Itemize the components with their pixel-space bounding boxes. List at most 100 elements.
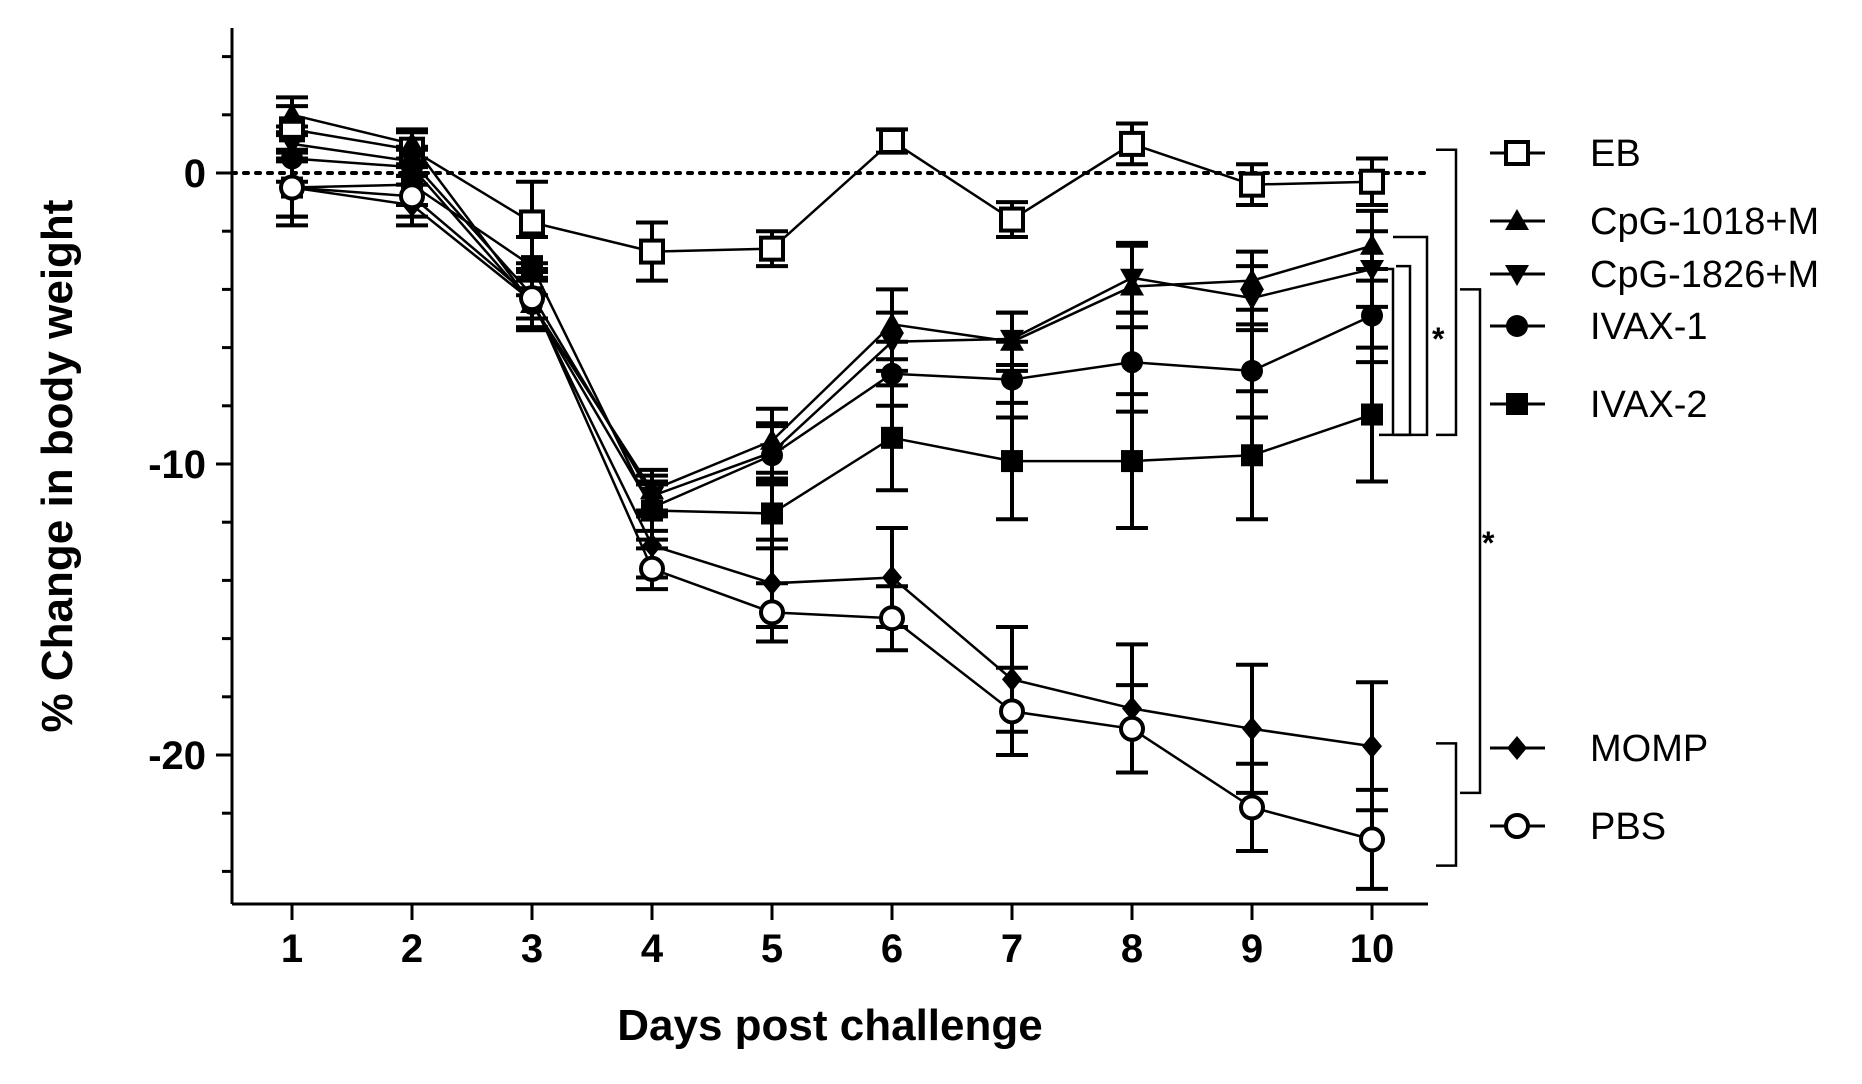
data-point (1362, 734, 1382, 759)
data-point (1121, 351, 1143, 374)
data-point (759, 235, 785, 262)
data-point (281, 147, 303, 170)
legend-marker (1504, 813, 1530, 839)
markers-ivax-2 (281, 173, 1383, 525)
markers-cpg-1018-m (280, 102, 1384, 500)
legend-marker (1505, 209, 1529, 230)
y-tick-label: 0 (184, 152, 206, 196)
data-point (761, 502, 783, 525)
x-tick-label: 10 (1350, 927, 1395, 971)
data-point (1240, 268, 1264, 290)
legend-label: PBS (1590, 806, 1666, 848)
markers-ivax-1 (281, 147, 1383, 519)
data-point (642, 533, 662, 558)
x-axis-title: Days post challenge (617, 1001, 1042, 1050)
data-point (881, 426, 903, 449)
data-point (639, 238, 665, 265)
data-point (1119, 130, 1145, 157)
data-point (761, 444, 783, 467)
data-point (1361, 304, 1383, 327)
data-point (1120, 268, 1144, 290)
series-eb (276, 104, 1388, 283)
data-point (1001, 450, 1023, 473)
bracket-ivax2-cpg1018 (1396, 264, 1412, 437)
significance-brackets: ** (1379, 148, 1495, 867)
data-point (1239, 171, 1265, 198)
series-cpg-1018-m (276, 95, 1388, 513)
legend-label: EB (1590, 133, 1641, 175)
data-point (999, 206, 1025, 233)
legend-label: CpG-1018+M (1590, 201, 1819, 243)
data-point (401, 156, 423, 179)
data-point (280, 102, 304, 124)
data-point (879, 605, 905, 632)
data-point (762, 571, 782, 596)
axes: 0 -10 -20 1 2 3 4 5 6 7 8 9 10 Days post challenge % C… (33, 28, 1430, 1050)
legend-marker (1504, 140, 1530, 166)
legend: EB CpG-1018+M CpG-1826+M IVAX-1 IVAX-2 MOMP PB… (1490, 133, 1819, 848)
data-point (1000, 329, 1024, 351)
markers-momp (282, 175, 1382, 759)
legend-item: IVAX-1 (1490, 306, 1708, 348)
legend-item: IVAX-2 (1490, 384, 1708, 426)
bracket-cpg-ivax-group (1393, 235, 1429, 437)
bracket-ivax2-cpg1826 (1379, 267, 1395, 437)
series-line (291, 186, 1373, 841)
y-axis-title: % Change in body weight (33, 199, 82, 732)
data-point (1359, 168, 1385, 195)
data-point (280, 134, 304, 156)
series-line (291, 142, 1373, 498)
data-point (1241, 359, 1263, 382)
data-point (399, 183, 425, 210)
x-tick-label: 4 (641, 927, 664, 971)
data-point (1122, 696, 1142, 721)
significance-star: * (1432, 321, 1445, 357)
legend-label: IVAX-1 (1590, 306, 1708, 348)
legend-item: CpG-1018+M (1490, 201, 1819, 243)
data-point (400, 131, 424, 153)
legend-label: IVAX-2 (1590, 384, 1708, 426)
y-tick-label: -10 (148, 443, 206, 487)
legend-item: CpG-1826+M (1490, 254, 1819, 296)
data-point (519, 209, 545, 236)
legend-label: MOMP (1590, 728, 1708, 770)
data-point (1240, 289, 1264, 311)
data-point (641, 499, 663, 522)
bracket-outer-comparison (1460, 288, 1482, 795)
markers-cpg-1826-m (280, 134, 1384, 509)
x-tick-label: 6 (881, 927, 903, 971)
data-point (879, 127, 905, 154)
series-pbs (276, 147, 1388, 891)
data-point (521, 255, 543, 278)
series-line (291, 128, 1373, 253)
data-point (1242, 716, 1262, 741)
legend-marker (1506, 315, 1528, 337)
x-tick-label: 7 (1001, 927, 1023, 971)
series-line (291, 186, 1373, 748)
data-point (882, 565, 902, 590)
series-line (291, 183, 1373, 515)
data-point (1121, 450, 1143, 473)
markers-pbs (279, 174, 1385, 853)
data-point (1360, 233, 1384, 255)
legend-item: EB (1490, 133, 1641, 175)
data-point (1001, 368, 1023, 391)
x-tick-label: 9 (1241, 927, 1263, 971)
x-tick-label: 8 (1121, 927, 1143, 971)
data-point (880, 332, 904, 354)
x-tick-label: 5 (761, 927, 783, 971)
series-momp (276, 156, 1388, 813)
data-point (1359, 826, 1385, 853)
bracket-momp-pbs-group (1436, 742, 1458, 867)
series-ivax-2 (276, 156, 1388, 551)
legend-marker (1506, 393, 1528, 415)
bracket-eb-vaccine-group (1436, 148, 1458, 437)
legend-item: MOMP (1490, 728, 1708, 770)
data-point (639, 555, 665, 582)
series-layer (276, 95, 1388, 891)
data-point (1241, 444, 1263, 467)
data-point (519, 285, 545, 312)
data-point (1239, 794, 1265, 821)
data-point (279, 174, 305, 201)
data-point (999, 698, 1025, 725)
